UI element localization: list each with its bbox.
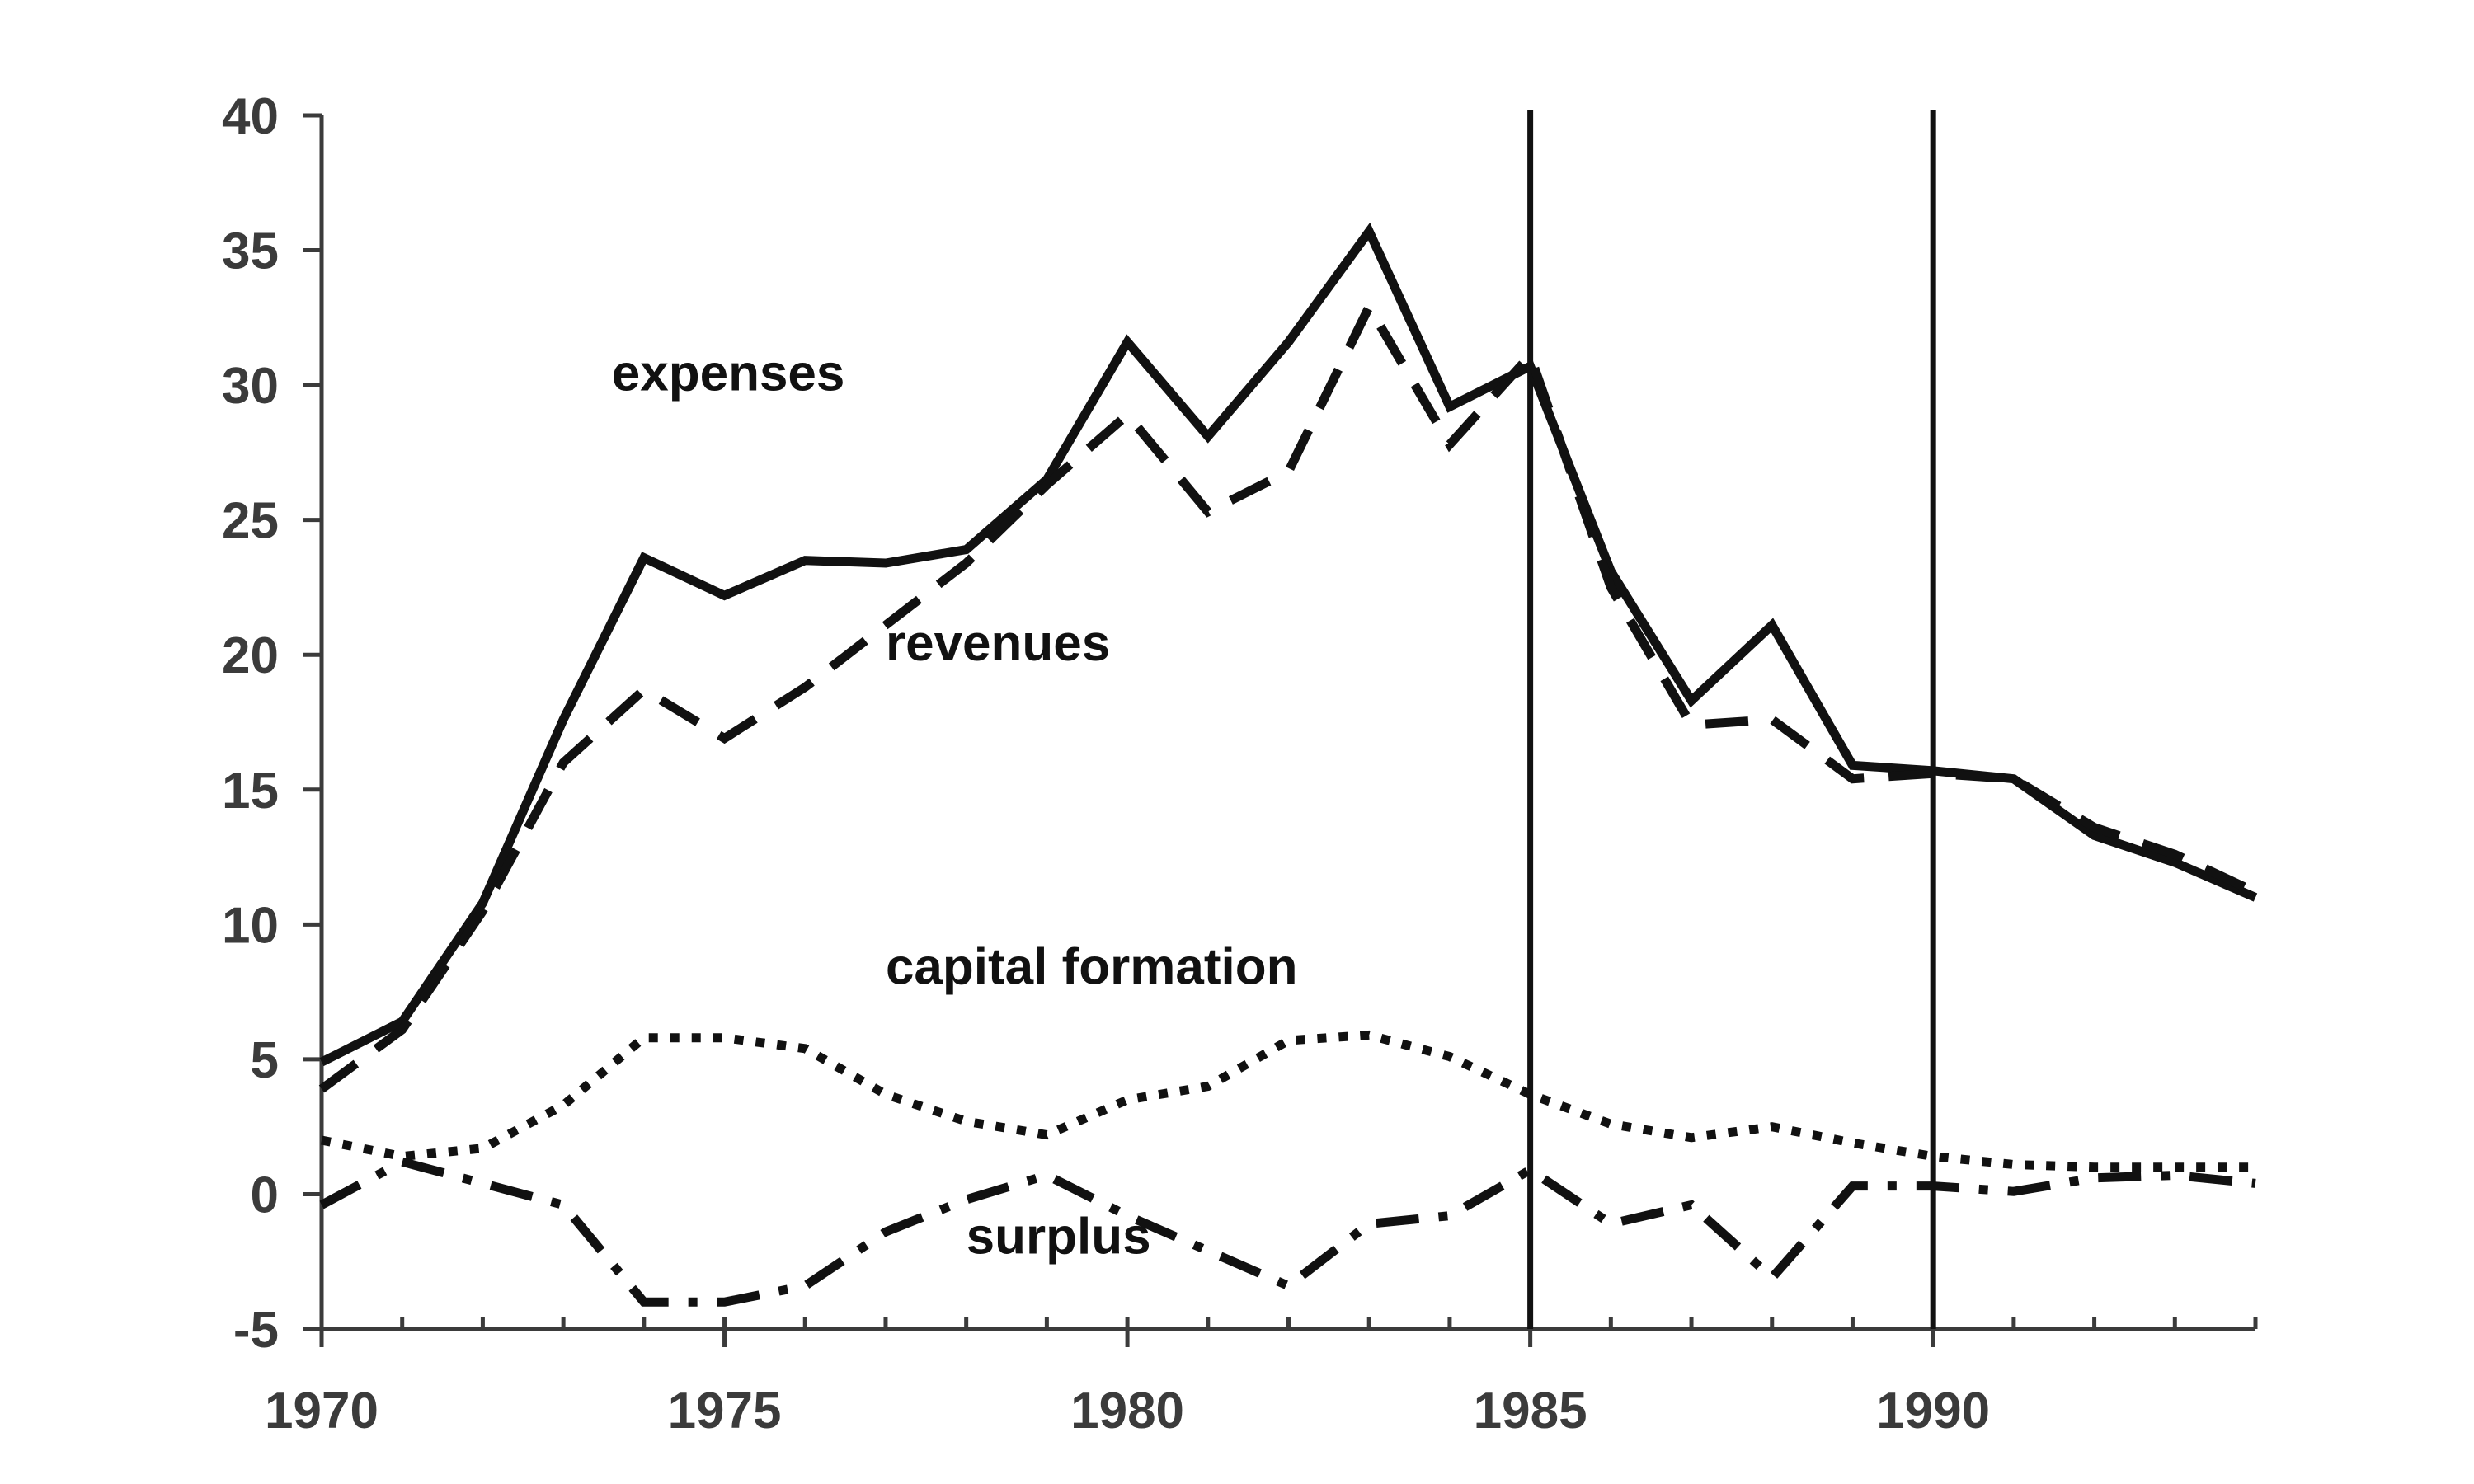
x-tick-label: 1990 [1876,1383,1990,1439]
y-tick-label: -5 [233,1302,279,1359]
reference-lines [1527,110,1936,1329]
x-tick-label: 1970 [265,1383,379,1439]
x-tick-label: 1980 [1070,1383,1184,1439]
series-label-capital-formation: capital formation [886,938,1298,995]
series-line-expenses [319,222,2258,1067]
axes: -5 0 5 10 15 20 25 30 35 40 1970 1975 1980 1985 1990 [222,88,2258,1439]
y-tick-label: 40 [222,88,279,145]
x-tick-label: 1985 [1474,1383,1587,1439]
y-tick-label: 25 [222,493,279,550]
y-tick-label: 0 [251,1167,279,1223]
series-group [318,222,2258,1307]
y-tick-label: 20 [222,627,279,684]
y-tick-label: 30 [222,358,279,415]
x-tick-label: 1975 [668,1383,782,1439]
y-tick-label: 10 [222,897,279,954]
y-tick-label: 15 [222,763,279,819]
series-line-surplus [319,1157,2256,1307]
series-label-expenses: expenses [612,345,845,402]
y-tick-label: 35 [222,223,279,280]
series-labels: expenses revenues capital formation surplus [612,345,1298,1266]
series-label-revenues: revenues [886,615,1110,672]
series-line-capital-formation [320,1030,2255,1172]
y-tick-label: 5 [251,1032,279,1089]
series-label-surplus: surplus [967,1208,1151,1265]
